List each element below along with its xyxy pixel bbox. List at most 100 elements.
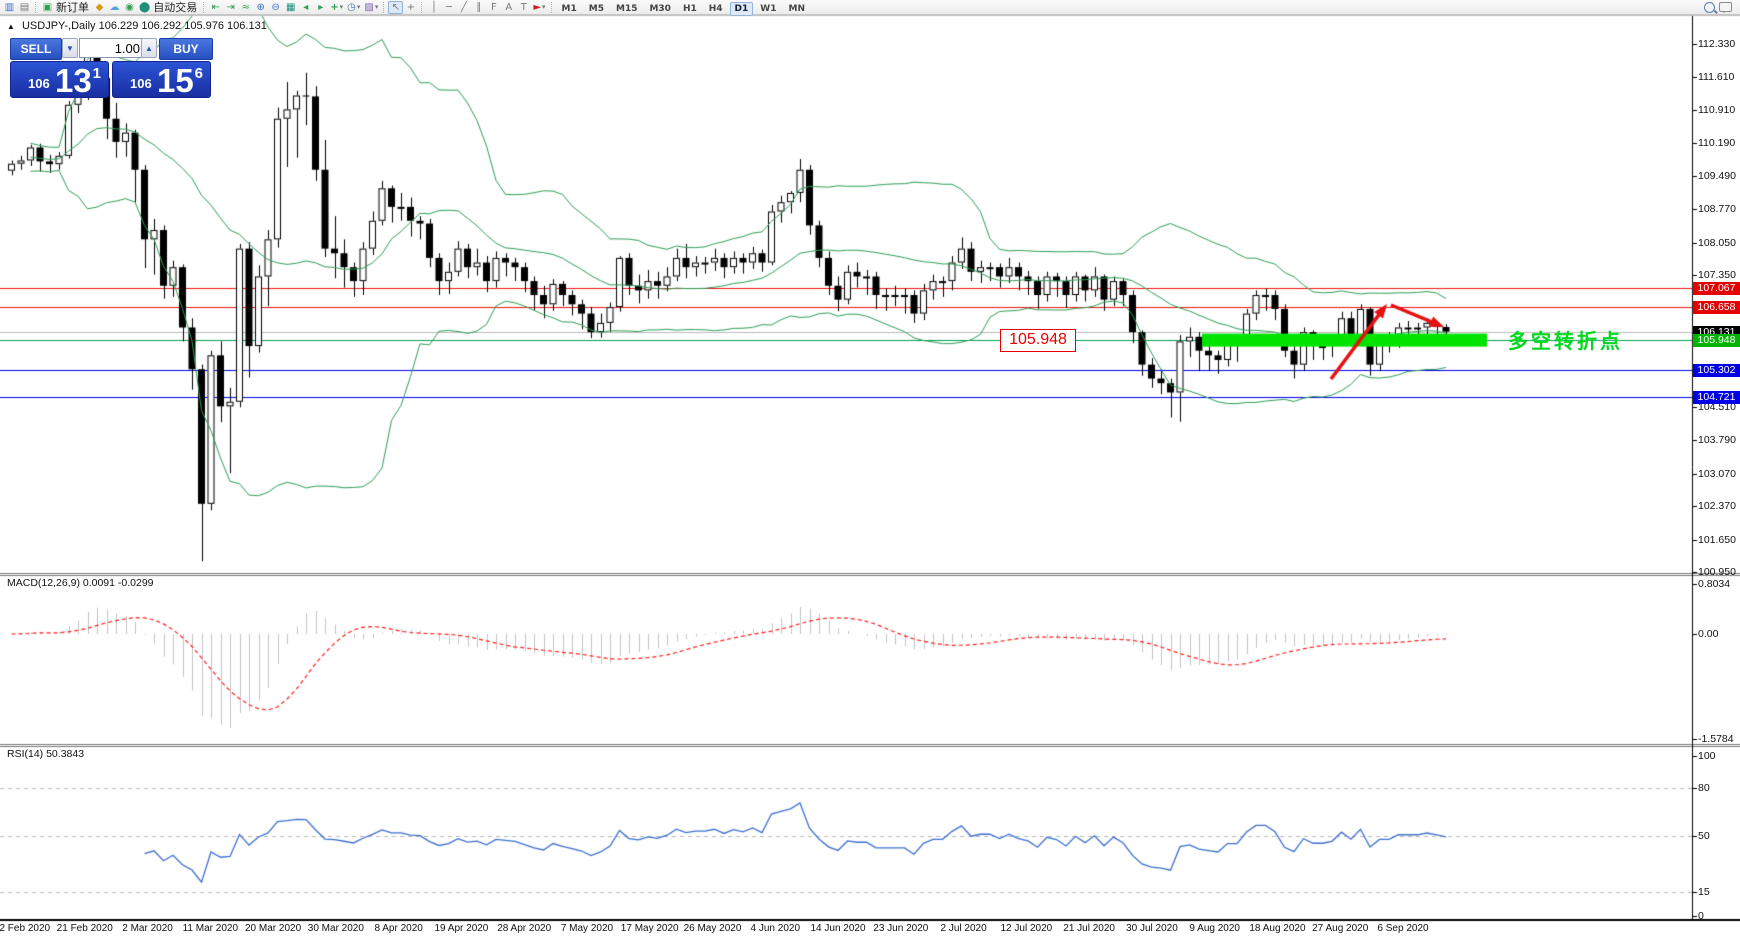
chat-icon[interactable] [1717,1,1734,14]
date-label: 28 Apr 2020 [497,923,552,934]
toolbar-separator [383,1,385,13]
rsi-axis-tick: 50 [1698,830,1710,842]
buy-button[interactable]: BUY [159,38,213,60]
price-tick: 103.790 [1698,434,1736,447]
crosshair-tool[interactable]: + [406,1,416,13]
rsi-axis-tick: 100 [1698,750,1716,762]
date-label: 27 Aug 2020 [1312,923,1369,934]
autotrade-icon[interactable]: ⬤ [139,1,151,13]
new-order-label[interactable]: 新订单 [56,1,89,14]
magnifier-glyph [1704,1,1715,13]
timeframe-button-m5[interactable]: M5 [588,4,604,14]
new-chart-icon[interactable]: ▥ [4,1,15,13]
timeframe-button-m30[interactable]: M30 [649,4,671,14]
volume-increase-button[interactable]: ▲ [141,38,157,58]
new-order-icon[interactable]: ▣ [42,1,53,13]
date-label: 19 Apr 2020 [434,923,489,934]
channel-tool[interactable]: ∥ [476,1,482,13]
date-label: 18 Aug 2020 [1249,923,1306,934]
date-label: 7 May 2020 [560,923,614,934]
rsi-title: RSI(14) 50.3843 [7,748,85,760]
fibonacci-tool[interactable]: F [490,1,497,13]
date-label: 12 Jul 2020 [1000,923,1053,934]
price-badge: 105.302 [1693,364,1740,378]
cursor-tool[interactable]: ↖ [388,0,404,14]
plus-glyph: + [330,1,339,13]
toolbar-separator [35,1,37,13]
price-tick: 107.350 [1698,269,1736,282]
step-back-icon[interactable]: ◂ [303,1,309,13]
zoom-in-icon[interactable]: ⊕ [256,1,265,13]
chat-bubble-glyph [1719,2,1732,13]
price-badge: 105.948 [1693,334,1740,348]
volume-input[interactable] [79,38,145,58]
sell-price-box[interactable]: 106 13 1 [10,61,109,99]
toolbar-separator [421,1,423,13]
collapse-panel-icon[interactable]: ▲ [7,22,15,31]
sell-button[interactable]: SELL [10,38,62,60]
date-label: 2 Jul 2020 [940,923,987,934]
timeframe-button-h1[interactable]: H1 [682,4,697,14]
templates-icon[interactable]: ▨ ▾ [362,1,380,14]
chart-shift-icon[interactable]: ⇥ [226,1,235,13]
timeframe-button-w1[interactable]: W1 [760,4,777,14]
date-label: 17 May 2020 [620,923,679,934]
symbol-info: ▲ USDJPY-,Daily 106.229 106.292 105.976 … [7,20,267,32]
date-label: 26 May 2020 [683,923,742,934]
price-tick: 102.370 [1698,500,1736,513]
timeframe-button-m1[interactable]: M1 [561,4,577,14]
volume-decrease-button[interactable]: ▼ [62,38,78,58]
price-tick: 112.330 [1698,38,1736,50]
date-label: 21 Feb 2020 [56,923,113,934]
community-icon[interactable]: ☁ [109,1,120,13]
auto-scroll-icon[interactable]: ⇤ [211,1,220,13]
autotrade-label[interactable]: 自动交易 [153,1,198,14]
macd-axis-tick: -1.5784 [1698,733,1734,745]
timeframe-group: M1 M5 M15 M30 H1 H4 D1 W1 MN [556,0,811,16]
macd-axis-tick: 0.8034 [1698,578,1731,590]
date-label: 30 Jul 2020 [1126,923,1178,934]
signals-icon[interactable]: ◉ [125,1,134,13]
timeframe-button-d1[interactable]: D1 [729,2,754,16]
price-tick: 111.610 [1698,71,1735,84]
vertical-line-tool[interactable]: │ [430,1,437,13]
sell-price-sup: 1 [92,65,101,82]
step-forward-icon[interactable]: ▸ [318,1,324,13]
horizontal-line-tool[interactable]: ─ [445,1,452,13]
macd-axis-tick: 0.00 [1698,628,1719,640]
timeframe-button-m15[interactable]: M15 [615,4,638,14]
tile-windows-icon[interactable]: ▦ [285,1,296,13]
date-label: 30 Mar 2020 [307,923,364,934]
label-tool[interactable]: T [520,1,527,13]
date-label: 12 Feb 2020 [0,923,51,934]
search-icon[interactable] [1702,1,1717,14]
price-tick: 109.490 [1698,169,1736,182]
clock-glyph: ◷ [347,1,356,13]
chart-curve-icon[interactable]: ≈ [241,1,250,13]
date-label: 23 Jun 2020 [873,923,929,934]
timeframe-button-h4[interactable]: H4 [708,4,723,14]
periods-icon[interactable]: ◷ ▾ [345,1,362,14]
date-label: 6 Sep 2020 [1377,923,1429,934]
price-tick: 110.910 [1698,103,1736,116]
price-tick: 101.650 [1698,533,1736,546]
zoom-out-icon[interactable]: ⊖ [271,1,280,13]
chevron-down-icon: ▾ [542,3,546,11]
data-window-icon[interactable]: ▤ [19,1,30,13]
turning-point-label[interactable]: 多空转折点 [1508,329,1623,353]
trendline-tool[interactable]: ╱ [460,1,467,13]
support-price-label[interactable]: 105.948 [1000,329,1076,352]
arrows-tool[interactable]: ► ▾ [531,1,547,14]
buy-price-box[interactable]: 106 15 6 [112,61,211,99]
rsi-axis-tick: 15 [1698,886,1710,898]
date-label: 4 Jun 2020 [750,923,801,934]
history-center-icon[interactable]: ◆ [95,1,104,13]
buy-price-big: 15 [157,62,194,99]
toolbar-separator [203,1,205,13]
timeframe-button-mn[interactable]: MN [788,4,805,14]
indicators-icon[interactable]: + ▾ [328,1,345,14]
price-badge: 106.658 [1693,301,1740,315]
text-tool[interactable]: A [505,1,513,13]
template-glyph: ▨ [364,1,374,13]
